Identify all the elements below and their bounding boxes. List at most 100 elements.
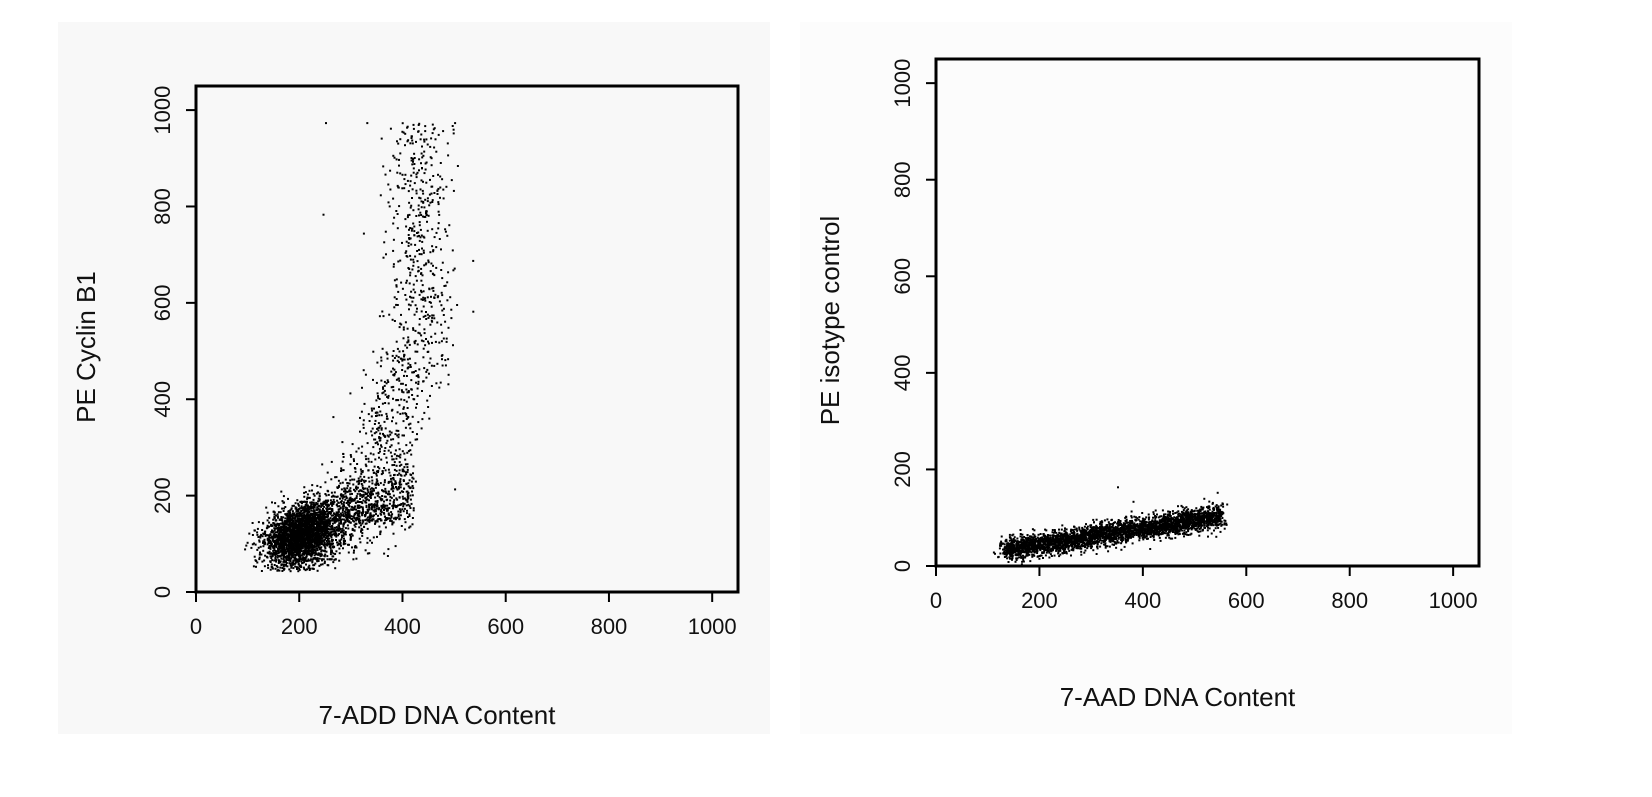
- data-point: [389, 495, 392, 498]
- data-point: [275, 523, 278, 526]
- data-point: [294, 524, 297, 527]
- data-point: [333, 491, 336, 494]
- data-point: [307, 538, 309, 541]
- data-point: [320, 549, 323, 552]
- data-point: [400, 398, 403, 401]
- data-point: [344, 532, 347, 535]
- data-point: [321, 463, 324, 466]
- data-point: [342, 529, 345, 532]
- data-point: [363, 475, 366, 478]
- data-point: [431, 228, 434, 231]
- data-point: [330, 534, 333, 537]
- data-point: [416, 394, 419, 397]
- data-point: [420, 272, 423, 275]
- data-point: [336, 514, 338, 517]
- data-point: [343, 487, 346, 490]
- data-point: [277, 533, 280, 536]
- data-point: [371, 409, 374, 412]
- data-point: [270, 530, 273, 533]
- data-point: [315, 534, 318, 537]
- data-point: [282, 550, 285, 553]
- data-point: [312, 549, 315, 551]
- data-point: [402, 407, 405, 410]
- data-point: [260, 553, 263, 556]
- data-point: [272, 530, 275, 533]
- data-point: [282, 510, 285, 512]
- data-point: [405, 482, 408, 485]
- data-point: [416, 171, 419, 174]
- data-point: [398, 448, 401, 451]
- data-point: [341, 530, 344, 532]
- data-point: [439, 162, 442, 164]
- data-point: [1086, 533, 1089, 535]
- data-point: [325, 543, 328, 546]
- data-point: [325, 525, 327, 528]
- data-point: [452, 128, 455, 131]
- data-point: [437, 222, 440, 225]
- data-point: [409, 441, 412, 444]
- data-point: [358, 517, 361, 520]
- data-point: [401, 450, 404, 453]
- data-point: [262, 541, 264, 544]
- data-point: [282, 558, 285, 561]
- data-point: [278, 547, 281, 550]
- data-point: [414, 243, 417, 246]
- data-point: [1169, 537, 1172, 540]
- data-point: [1046, 549, 1048, 552]
- data-point: [302, 553, 305, 556]
- data-point: [310, 520, 313, 523]
- data-point: [256, 527, 259, 530]
- data-point: [418, 221, 421, 224]
- data-point: [286, 526, 289, 529]
- data-point: [404, 294, 407, 296]
- data-point: [409, 304, 412, 307]
- data-point: [338, 532, 341, 535]
- data-point: [371, 434, 374, 437]
- data-point: [288, 562, 291, 565]
- data-point: [282, 528, 284, 531]
- data-point: [301, 531, 304, 534]
- data-point: [372, 350, 375, 353]
- data-point: [418, 253, 421, 256]
- data-point: [407, 340, 410, 343]
- data-point: [320, 553, 323, 556]
- data-point: [407, 391, 410, 394]
- data-point: [437, 203, 440, 206]
- data-point: [312, 545, 315, 548]
- data-point: [310, 526, 312, 529]
- data-point: [370, 503, 373, 506]
- data-point: [429, 323, 432, 326]
- data-point: [250, 546, 253, 549]
- data-point: [385, 417, 388, 420]
- data-point: [349, 475, 352, 478]
- data-point: [383, 522, 386, 524]
- data-point: [359, 521, 362, 524]
- data-point: [404, 132, 407, 135]
- data-point: [355, 488, 358, 491]
- data-point: [285, 531, 288, 534]
- data-point: [426, 143, 429, 146]
- data-point: [303, 535, 306, 537]
- data-point: [434, 340, 437, 343]
- data-point: [346, 490, 349, 493]
- data-point: [324, 528, 327, 531]
- data-point: [355, 546, 358, 549]
- data-point: [415, 279, 418, 282]
- data-point: [273, 532, 276, 535]
- data-point: [376, 427, 379, 430]
- data-point: [359, 494, 362, 497]
- data-point: [390, 487, 393, 490]
- data-point: [397, 436, 400, 439]
- data-point: [324, 499, 327, 502]
- data-point: [308, 510, 311, 513]
- data-point: [313, 494, 316, 497]
- data-point: [407, 491, 410, 494]
- data-point: [333, 546, 336, 548]
- data-point: [427, 316, 430, 319]
- data-point: [359, 468, 362, 471]
- data-point: [386, 504, 389, 507]
- data-point: [361, 471, 364, 474]
- data-point: [324, 513, 327, 516]
- data-point: [302, 556, 305, 559]
- data-point: [268, 516, 271, 519]
